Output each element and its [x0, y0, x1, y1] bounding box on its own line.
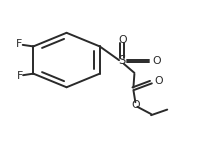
Text: O: O: [155, 76, 164, 86]
Text: F: F: [16, 39, 22, 49]
Text: F: F: [16, 71, 23, 81]
Text: S: S: [119, 54, 126, 67]
Text: O: O: [153, 56, 161, 66]
Text: O: O: [131, 100, 140, 110]
Text: O: O: [118, 36, 127, 46]
